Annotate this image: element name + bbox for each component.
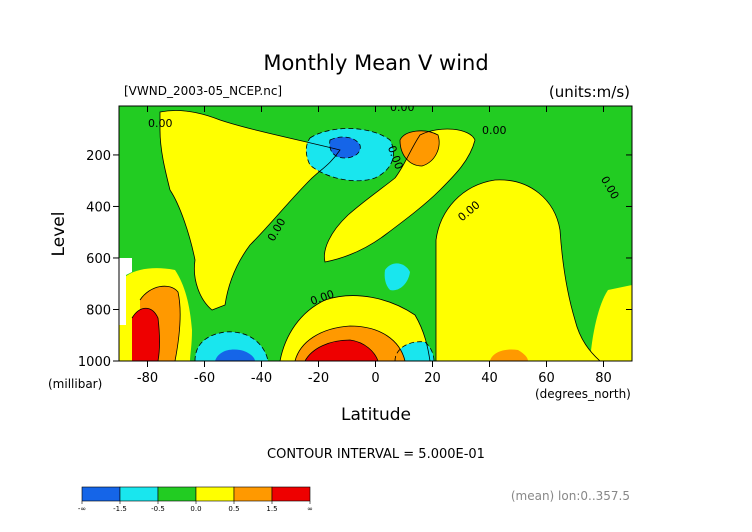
y-tick-label: 600 (86, 252, 111, 267)
source-file-label: [VWND_2003-05_NCEP.nc] (124, 84, 282, 98)
region-strong-negative-bottom-west (215, 349, 255, 361)
contour-lines (131, 110, 601, 361)
x-tick-label: 80 (595, 371, 612, 386)
contour-label: 0.00 (482, 124, 507, 137)
y-axis: 200 400 600 800 1000 (78, 149, 632, 370)
legend-swatch (195, 486, 235, 502)
x-tick-label: -40 (251, 371, 272, 386)
region-positive-west (160, 110, 340, 310)
region-positive-top-right (324, 128, 475, 262)
legend-swatch (233, 486, 273, 502)
y-tick-label: 400 (86, 200, 111, 215)
region-strong-negative-upper (329, 137, 361, 158)
region-moderate-positive-east-bottom (490, 349, 528, 361)
legend-swatch (119, 486, 159, 502)
region-moderate-positive-top (400, 130, 440, 166)
y-tick-label: 800 (86, 303, 111, 318)
x-axis: -80 -60 -40 -20 0 20 40 60 80 (137, 106, 612, 386)
contour-label: 0.00 (148, 117, 173, 130)
region-no-data (119, 258, 132, 325)
legend-label: -1.5 (113, 505, 127, 513)
y-axis-label: Level (49, 212, 69, 257)
legend-label: 0.0 (190, 505, 201, 513)
region-negative-bottom-west (195, 331, 268, 361)
x-tick-label: 60 (538, 371, 555, 386)
contour-interval: CONTOUR INTERVAL = 5.000E-01 (267, 447, 485, 462)
x-tick-label: 0 (371, 371, 379, 386)
x-tick-label: -20 (308, 371, 329, 386)
x-tick-label: 40 (481, 371, 498, 386)
y-axis-units: (millibar) (48, 377, 102, 391)
y-tick-label: 1000 (78, 355, 111, 370)
x-axis-units: (degrees_north) (535, 387, 631, 401)
region-strong-positive-bottom-mid (305, 340, 378, 361)
contour-lines-dashed (194, 128, 435, 361)
footer-note: (mean) lon:0..357.5 (511, 489, 630, 503)
legend-label: 1.5 (266, 505, 277, 513)
region-negative-mid (384, 263, 410, 291)
x-tick-label: 20 (424, 371, 441, 386)
region-positive-east-bottom (590, 285, 632, 361)
plot-area: 0.00 0.00 0.00 0.00 0.00 0.00 0.00 0.00 (119, 101, 632, 361)
chart-title: Monthly Mean V wind (263, 51, 488, 75)
contour-label: 0.00 (390, 101, 415, 114)
x-tick-label: -60 (194, 371, 215, 386)
x-axis-label: Latitude (341, 405, 411, 425)
color-legend: -∞ -1.5 -0.5 0.0 0.5 1.5 ∞ (78, 486, 313, 513)
legend-swatch (271, 486, 311, 502)
legend-swatch (157, 486, 197, 502)
x-tick-label: -80 (137, 371, 158, 386)
y-tick-label: 200 (86, 149, 111, 164)
legend-label: -0.5 (151, 505, 165, 513)
units-label: (units:m/s) (549, 83, 630, 101)
legend-label: -∞ (78, 505, 86, 513)
legend-swatch (81, 486, 121, 502)
legend-label: ∞ (307, 505, 313, 513)
region-strong-positive-west (132, 308, 160, 361)
legend-label: 0.5 (228, 505, 239, 513)
region-negative-bottom-east (395, 341, 434, 361)
